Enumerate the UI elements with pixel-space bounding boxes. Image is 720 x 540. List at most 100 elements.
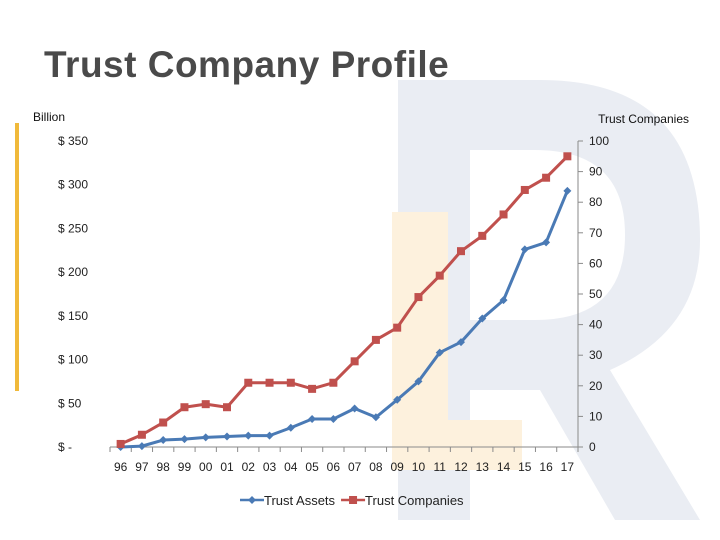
x-tick-label: 96 [114, 460, 128, 474]
data-point [393, 395, 402, 404]
right-tick-label: 10 [589, 409, 603, 423]
data-point [159, 418, 168, 427]
left-axis-unit: Billion [33, 110, 66, 124]
data-point [478, 231, 487, 240]
series-trust-assets [116, 186, 572, 451]
series-line [120, 190, 569, 449]
legend-label: Trust Assets [264, 493, 336, 508]
right-tick-label: 90 [589, 165, 603, 179]
data-point [116, 439, 125, 448]
data-point [223, 432, 231, 441]
right-tick-label: 20 [589, 379, 603, 393]
watermark-letter-r [398, 80, 700, 520]
data-point [457, 247, 465, 256]
legend-marker [349, 496, 358, 504]
left-tick-label: $ 100 [58, 353, 88, 367]
x-tick-label: 15 [518, 460, 532, 474]
data-point [563, 186, 572, 195]
x-tick-label: 97 [135, 460, 149, 474]
right-tick-label: 30 [589, 348, 603, 362]
left-tick-label: $ 200 [58, 265, 88, 279]
series-line [120, 155, 569, 446]
data-point [265, 378, 274, 387]
legend: Trust Assets Trust Companies [240, 493, 464, 508]
x-tick-label: 05 [305, 460, 319, 474]
page-title: Trust Company Profile [44, 44, 450, 85]
x-tick-label: 09 [391, 460, 405, 474]
right-tick-label: 100 [589, 134, 609, 148]
x-tick-label: 06 [327, 460, 341, 474]
x-tick-label: 99 [178, 460, 192, 474]
right-tick-label: 80 [589, 195, 603, 209]
data-point [435, 271, 444, 280]
data-point [499, 210, 508, 219]
left-tick-label: $ 250 [58, 221, 88, 235]
left-tick-label: $ 50 [58, 396, 82, 410]
data-point [244, 431, 253, 440]
x-tick-label: 02 [242, 460, 256, 474]
data-point [457, 338, 465, 347]
data-point [137, 430, 146, 439]
left-tick-label: $ - [58, 440, 72, 454]
data-point [137, 442, 146, 451]
data-point [244, 378, 253, 387]
accent-bar [15, 123, 19, 391]
left-tick-label: $ 150 [58, 309, 88, 323]
data-point [414, 293, 423, 302]
data-point [350, 357, 359, 366]
data-point [435, 348, 444, 357]
data-point [180, 435, 189, 444]
data-point [201, 433, 210, 442]
data-point [265, 431, 274, 440]
right-tick-label: 0 [589, 440, 596, 454]
right-tick-label: 70 [589, 226, 603, 240]
data-point [223, 403, 231, 412]
x-tick-label: 14 [497, 460, 511, 474]
data-point [201, 400, 210, 409]
data-point [542, 173, 551, 182]
x-tick-label: 07 [348, 460, 362, 474]
left-axis: $ 350 $ 300 $ 250 $ 200 $ 150 $ 100 $ 50 $ - [58, 134, 88, 454]
x-tick-label: 16 [539, 460, 553, 474]
data-point [180, 403, 189, 412]
data-point [563, 152, 572, 161]
right-axis-unit: Trust Companies [598, 112, 689, 126]
data-point [308, 415, 317, 424]
data-point [499, 296, 508, 305]
x-tick-label: 17 [561, 460, 575, 474]
x-tick-label: 01 [220, 460, 234, 474]
data-point [371, 413, 380, 422]
data-point [329, 378, 338, 387]
x-tick-label: 00 [199, 460, 213, 474]
data-point [520, 245, 529, 254]
data-point [393, 323, 402, 332]
x-axis: 96 97 98 99 00 01 02 03 04 05 06 07 08 09 10 11 12 13 14 15… [109, 446, 579, 474]
data-point [520, 185, 529, 194]
right-tick-label: 50 [589, 287, 603, 301]
watermark-letter-l [392, 212, 522, 470]
x-tick-label: 10 [412, 460, 426, 474]
left-tick-label: $ 300 [58, 178, 88, 192]
legend-marker [248, 496, 256, 504]
data-point [286, 423, 295, 432]
series-trust-companies [116, 152, 572, 448]
legend-label: Trust Companies [365, 493, 464, 508]
x-tick-label: 98 [157, 460, 171, 474]
x-tick-label: 11 [433, 460, 446, 474]
x-tick-label: 13 [476, 460, 490, 474]
x-tick-label: 08 [369, 460, 383, 474]
x-tick-label: 03 [263, 460, 277, 474]
data-point [286, 378, 295, 387]
left-tick-label: $ 350 [58, 134, 88, 148]
right-tick-label: 60 [589, 256, 603, 270]
data-point [329, 415, 338, 424]
data-point [350, 404, 359, 413]
legend-item: Trust Assets [240, 493, 336, 508]
data-point [308, 384, 317, 393]
right-tick-label: 40 [589, 318, 603, 332]
data-point [478, 314, 487, 323]
data-point [542, 238, 551, 247]
data-point [371, 335, 380, 344]
